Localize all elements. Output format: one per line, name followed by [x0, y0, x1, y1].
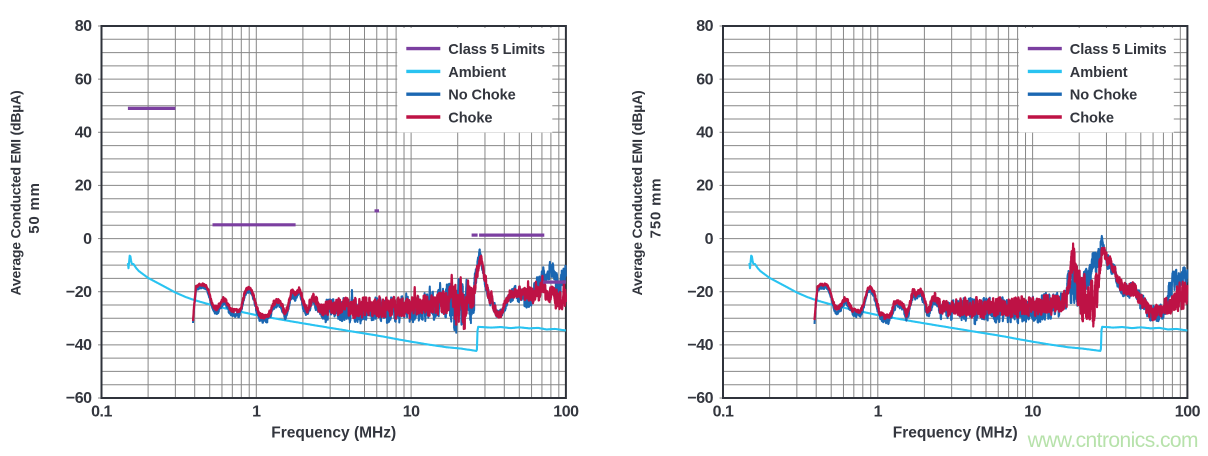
svg-text:750 mm: 750 mm	[648, 178, 665, 239]
svg-text:www.cntronics.com: www.cntronics.com	[1027, 429, 1198, 452]
svg-text:1: 1	[874, 404, 883, 421]
svg-text:40: 40	[75, 125, 92, 142]
svg-text:0.1: 0.1	[713, 404, 734, 421]
svg-text:−60: −60	[66, 390, 92, 407]
svg-text:−20: −20	[66, 284, 92, 301]
svg-text:Ambient: Ambient	[1070, 65, 1128, 81]
svg-text:−40: −40	[66, 337, 92, 354]
svg-text:Frequency (MHz): Frequency (MHz)	[271, 425, 396, 442]
svg-text:0: 0	[83, 231, 92, 248]
svg-text:100: 100	[1175, 404, 1201, 421]
svg-text:Ambient: Ambient	[448, 65, 506, 81]
svg-text:10: 10	[403, 404, 420, 421]
svg-text:80: 80	[696, 18, 713, 35]
svg-text:Class 5 Limits: Class 5 Limits	[1070, 42, 1167, 58]
svg-text:1: 1	[252, 404, 261, 421]
svg-text:−20: −20	[687, 284, 713, 301]
svg-text:50 mm: 50 mm	[26, 182, 43, 234]
svg-text:Frequency (MHz): Frequency (MHz)	[893, 425, 1018, 442]
svg-text:20: 20	[696, 178, 713, 195]
svg-text:0: 0	[705, 231, 714, 248]
svg-text:−60: −60	[687, 390, 713, 407]
svg-text:Choke: Choke	[448, 110, 492, 126]
svg-text:10: 10	[1024, 404, 1041, 421]
svg-text:Average Conducted EMI (dBµA): Average Conducted EMI (dBµA)	[8, 91, 24, 296]
svg-text:80: 80	[75, 18, 92, 35]
svg-text:Average Conducted EMI (dBµA): Average Conducted EMI (dBµA)	[629, 91, 645, 296]
svg-text:No Choke: No Choke	[1070, 88, 1137, 104]
svg-text:Choke: Choke	[1070, 110, 1114, 126]
svg-text:100: 100	[553, 404, 579, 421]
svg-text:60: 60	[696, 71, 713, 88]
svg-text:Class 5 Limits: Class 5 Limits	[448, 42, 545, 58]
svg-text:−40: −40	[687, 337, 713, 354]
svg-text:No Choke: No Choke	[448, 88, 515, 104]
svg-text:40: 40	[696, 125, 713, 142]
svg-text:20: 20	[75, 178, 92, 195]
svg-text:60: 60	[75, 71, 92, 88]
svg-text:0.1: 0.1	[91, 404, 112, 421]
